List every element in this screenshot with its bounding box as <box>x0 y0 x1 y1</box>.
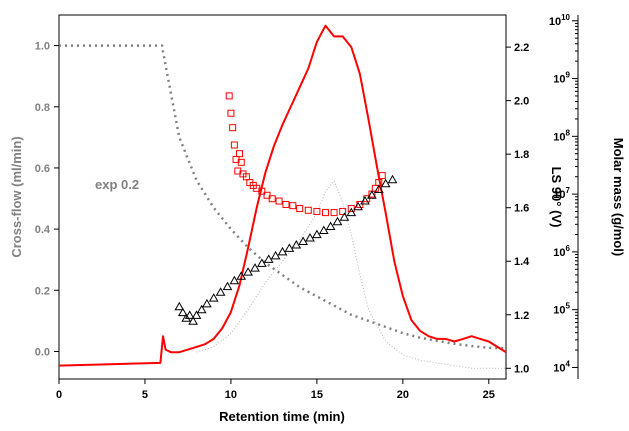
series-cross_flow <box>59 44 506 350</box>
molar-mass-black-point <box>353 201 363 211</box>
mm-tick-exponent: 4 <box>566 359 571 368</box>
cross-flow-axis-title: Cross-flow (ml/min) <box>9 136 24 257</box>
mm-tick-label: 1010 <box>549 13 571 28</box>
molar-mass-black-point <box>291 239 302 249</box>
molar-mass-black-point <box>236 271 247 280</box>
molar-mass-black-point <box>229 275 240 285</box>
left-tick-label: 0.4 <box>35 224 51 236</box>
mm-tick-exponent: 6 <box>566 244 571 253</box>
molar-mass-black-point <box>202 298 212 308</box>
molar-mass-black-point <box>191 310 202 319</box>
mm-tick-label: 106 <box>553 244 570 259</box>
molar-mass-red-point <box>378 172 386 180</box>
mm-tick-exponent: 10 <box>561 13 570 22</box>
molar-mass-red-point <box>296 205 304 213</box>
molar-mass-red-point <box>321 209 329 217</box>
molar-mass-black-point <box>215 287 226 296</box>
left-tick-label: 0.6 <box>35 163 50 175</box>
molar-mass-black-point <box>222 281 233 291</box>
ls-tick-label: 1.8 <box>514 149 529 161</box>
molar-mass-black-point <box>277 246 288 256</box>
molar-mass-red-point <box>275 197 283 205</box>
molar-mass-black-point <box>367 190 377 199</box>
x-tick-label: 0 <box>56 389 62 401</box>
molar-mass-black-point <box>305 232 315 242</box>
molar-mass-black-point <box>177 307 188 317</box>
x-tick-label: 20 <box>397 389 409 401</box>
molar-mass-axis-title: Molar mass (g/mol) <box>611 138 626 256</box>
molar-mass-black-point <box>208 293 219 302</box>
series-ls <box>59 24 506 367</box>
molar-mass-black-point <box>196 304 207 314</box>
molar-mass-black-point <box>188 316 198 325</box>
left-tick-label: 0.8 <box>35 102 50 114</box>
ls-tick-label: 1.6 <box>514 203 529 215</box>
left-tick-label: 0.0 <box>35 346 50 358</box>
x-tick-label: 5 <box>142 389 148 401</box>
molar-mass-red-point <box>258 187 266 195</box>
molar-mass-black-point <box>298 236 308 245</box>
mm-tick-exponent: 8 <box>566 128 571 137</box>
ls-tick-label: 1.0 <box>514 363 529 375</box>
plot-area <box>58 14 507 380</box>
molar-mass-red-point <box>304 206 312 214</box>
left-tick-label: 0.2 <box>35 285 50 297</box>
mm-tick-exponent: 9 <box>566 71 571 80</box>
ls-axis-title: LS 90° (V) <box>549 167 564 228</box>
series-layer <box>59 24 506 369</box>
molar-mass-black-point <box>250 263 260 272</box>
molar-mass-red-point <box>330 209 338 217</box>
molar-mass-black-point <box>184 310 195 319</box>
molar-mass-red-point <box>230 141 238 149</box>
molar-mass-red-point <box>339 207 347 215</box>
molar-mass-black-point <box>284 243 295 252</box>
molar-mass-black-point <box>174 301 185 311</box>
mm-tick-label: 104 <box>553 359 570 374</box>
molar-mass-red-point <box>268 195 276 203</box>
molar-mass-red-point <box>289 202 297 210</box>
molar-mass-black-point <box>387 174 398 184</box>
molar-mass-black-point <box>243 267 253 276</box>
annotation-exp: exp 0.2 <box>95 177 139 192</box>
molar-mass-black-point <box>332 216 343 226</box>
molar-mass-red-point <box>237 158 245 166</box>
x-axis-title: Retention time (min) <box>219 409 345 424</box>
axes-layer: 0 5 10 15 20 25 0.0 0.2 0.4 0.6 0.8 1.0 1.0 1.2 1.4 1.6… <box>35 13 579 401</box>
x-tick-label: 25 <box>483 389 495 401</box>
plot-frame <box>58 14 507 380</box>
x-tick-label: 10 <box>225 389 237 401</box>
molar-mass-red-point <box>225 92 233 100</box>
molar-mass-red-point <box>236 150 244 158</box>
molar-mass-black-point <box>373 184 384 193</box>
molar-mass-black-point <box>263 254 274 263</box>
ls-tick-label: 1.2 <box>514 310 529 322</box>
ls-tick-label: 2.0 <box>514 96 529 108</box>
ls-tick-label: 2.2 <box>514 42 529 54</box>
molar-mass-black-point <box>270 250 281 260</box>
mm-tick-label: 105 <box>553 302 570 317</box>
x-tick-label: 15 <box>311 389 323 401</box>
mm-tick-exponent: 7 <box>566 186 571 195</box>
molar-mass-black-point <box>346 207 357 217</box>
molar-mass-red-point <box>313 207 321 215</box>
molar-mass-black-point <box>325 221 336 230</box>
molar-mass-red-point <box>227 109 235 117</box>
molar-mass-black-point <box>339 212 350 221</box>
mm-tick-label: 108 <box>553 128 570 143</box>
molar-mass-black-point <box>312 229 322 239</box>
mm-tick-label: 109 <box>553 71 570 86</box>
molar-mass-black-point <box>181 313 192 322</box>
molar-mass-black-point <box>360 195 370 205</box>
molar-mass-red-point <box>229 124 237 132</box>
left-tick-label: 1.0 <box>35 41 50 53</box>
molar-mass-red-point <box>282 201 290 209</box>
mm-tick-exponent: 5 <box>566 302 571 311</box>
ls-tick-label: 1.4 <box>514 256 530 268</box>
